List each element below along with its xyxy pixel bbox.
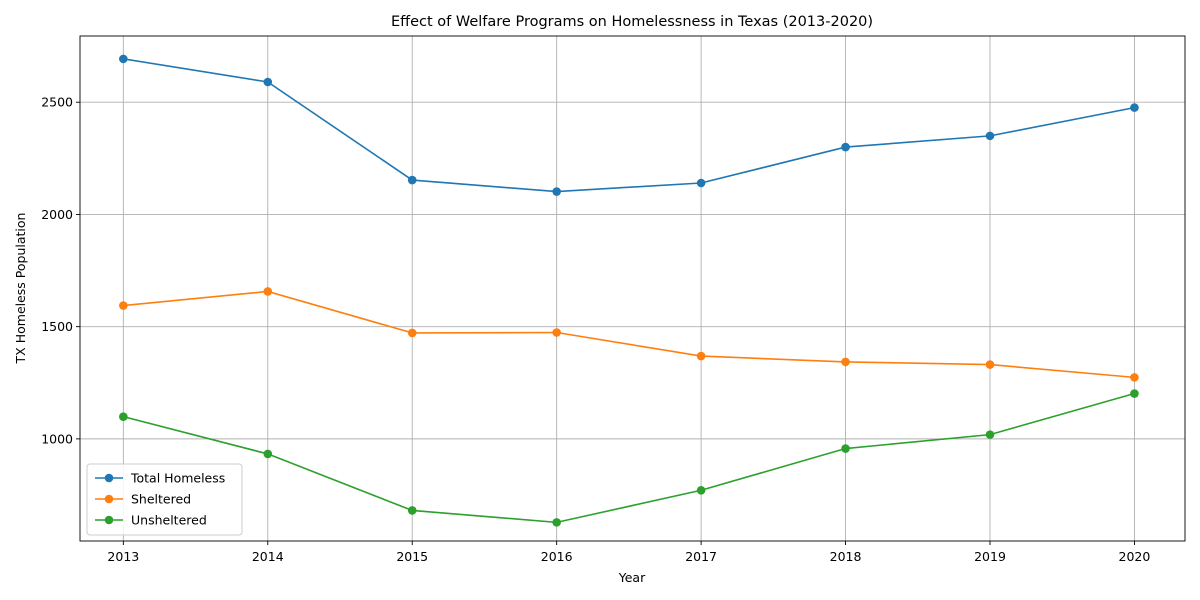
- x-tick-label: 2018: [830, 549, 862, 564]
- data-point-total-homeless: [119, 54, 128, 64]
- x-tick-label: 2013: [107, 549, 139, 564]
- data-point-total-homeless: [407, 175, 417, 185]
- x-tick-label: 2017: [685, 549, 717, 564]
- data-point-unsheltered: [407, 506, 417, 515]
- x-axis-label: Year: [618, 570, 646, 585]
- y-tick-label: 2000: [41, 207, 73, 222]
- data-point-sheltered: [407, 328, 417, 338]
- legend-marker-unsheltered: [104, 515, 114, 525]
- data-point-unsheltered: [841, 444, 850, 453]
- axis-ticks: 2013 2014 2015 2016 2017 2018 2019 2020 1000 1500…: [41, 95, 1150, 564]
- data-point-sheltered: [119, 301, 128, 310]
- data-point-unsheltered: [696, 485, 706, 495]
- data-point-sheltered: [552, 328, 561, 337]
- grid: [80, 36, 1185, 541]
- x-tick-label: 2016: [541, 549, 573, 564]
- data-point-total-homeless: [1130, 103, 1139, 112]
- legend-marker-total-homeless: [104, 473, 114, 483]
- legend-label-sheltered: Sheltered: [131, 492, 191, 507]
- legend-label-unsheltered: Unsheltered: [131, 513, 207, 528]
- plot-frame: [79, 35, 1186, 542]
- series-line-unsheltered: [123, 392, 1135, 524]
- data-point-sheltered: [1130, 373, 1139, 382]
- legend: Total Homeless Sheltered Unsheltered: [86, 463, 243, 536]
- data-point-total-homeless: [696, 178, 706, 188]
- data-point-sheltered: [696, 351, 706, 361]
- y-tick-label: 1500: [41, 319, 73, 334]
- data-point-unsheltered: [985, 430, 995, 439]
- y-tick-label: 2500: [41, 95, 73, 110]
- data-point-total-homeless: [263, 77, 273, 87]
- y-axis-label: TX Homeless Population: [13, 213, 28, 365]
- data-point-total-homeless: [841, 142, 850, 152]
- data-point-total-homeless: [552, 187, 561, 196]
- legend-label-total-homeless: Total Homeless: [130, 471, 225, 486]
- data-point-total-homeless: [985, 131, 995, 141]
- legend-box: [86, 463, 243, 536]
- data-point-unsheltered: [119, 412, 128, 421]
- data-point-unsheltered: [552, 518, 561, 527]
- data-point-sheltered: [263, 287, 273, 296]
- x-tick-label: 2019: [974, 549, 1006, 564]
- chart-title: Effect of Welfare Programs on Homelessne…: [391, 14, 873, 30]
- series-line-sheltered: [123, 290, 1135, 379]
- data-point-unsheltered: [1130, 389, 1139, 398]
- x-tick-label: 2015: [396, 549, 428, 564]
- x-tick-label: 2020: [1119, 549, 1151, 564]
- x-tick-label: 2014: [252, 549, 284, 564]
- data-point-sheltered: [985, 360, 995, 369]
- series-line-total-homeless: [123, 58, 1135, 193]
- series-layer: [119, 54, 1139, 527]
- y-tick-label: 1000: [41, 431, 73, 446]
- data-point-unsheltered: [263, 449, 273, 459]
- legend-marker-sheltered: [104, 494, 114, 504]
- data-point-sheltered: [841, 357, 850, 367]
